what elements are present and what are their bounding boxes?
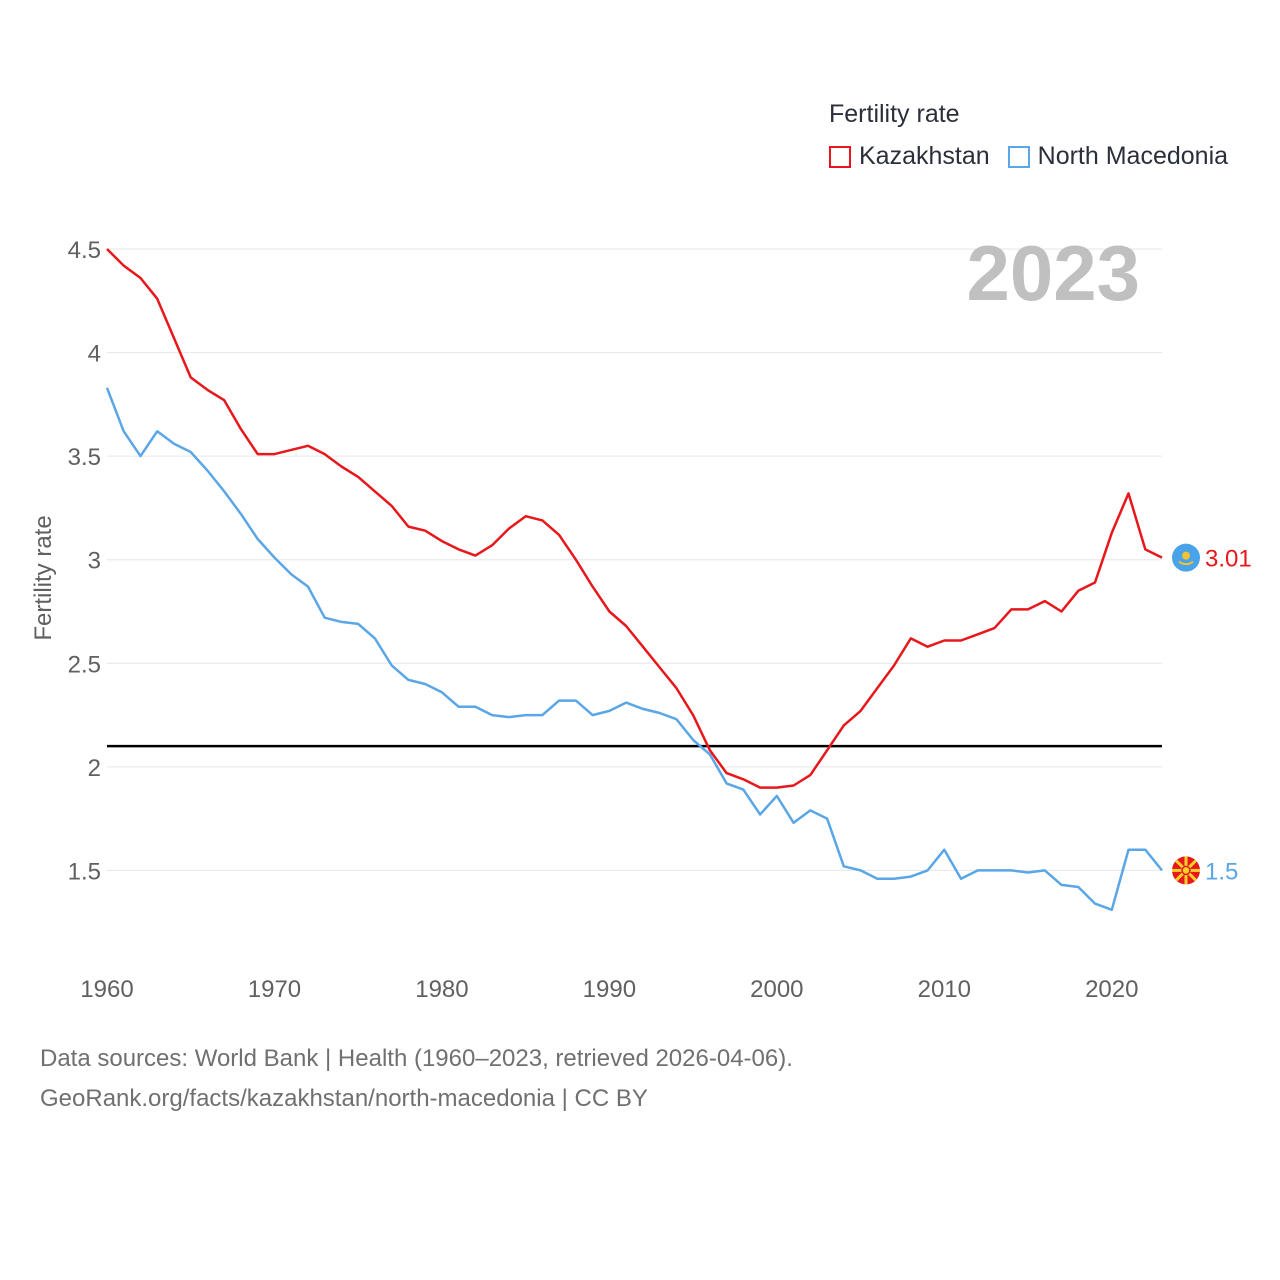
- y-tick-label: 3.5: [68, 444, 101, 471]
- y-tick-label: 4: [88, 341, 101, 368]
- legend-item-north-macedonia[interactable]: North Macedonia: [1007, 142, 1229, 171]
- legend-title: Fertility rate: [829, 100, 960, 128]
- current-year-label: 2023: [966, 229, 1140, 317]
- series-line-north-macedonia[interactable]: [105, 387, 1163, 912]
- legend-label-north-macedonia: North Macedonia: [1037, 142, 1229, 170]
- x-tick-label: 2010: [918, 976, 971, 1003]
- flag-eagle-icon: [1178, 560, 1194, 566]
- x-tick-label: 1990: [583, 976, 636, 1003]
- legend-label-kazakhstan: Kazakhstan: [859, 142, 990, 170]
- source-line-2[interactable]: GeoRank.org/facts/kazakhstan/north-maced…: [40, 1085, 648, 1112]
- x-tick-label: 1970: [248, 976, 301, 1003]
- legend: Kazakhstan North Macedonia: [829, 142, 1246, 171]
- y-axis-label: Fertility rate: [30, 515, 57, 640]
- legend-item-kazakhstan[interactable]: Kazakhstan: [829, 142, 990, 171]
- legend-swatch-north-macedonia: [1007, 145, 1030, 168]
- flag-sun-icon: [1181, 865, 1191, 876]
- flag-sun-icon: [1182, 551, 1190, 560]
- end-value-label-kazakhstan: 3.01: [1205, 546, 1252, 573]
- y-tick-label: 2: [88, 755, 101, 782]
- series-line-kazakhstan[interactable]: [106, 248, 1163, 789]
- x-tick-label: 1960: [80, 976, 133, 1003]
- legend-swatch-kazakhstan: [829, 145, 851, 168]
- y-tick-label: 2.5: [68, 651, 101, 678]
- end-value-label-north-macedonia: 1.5: [1205, 858, 1238, 885]
- y-tick-label: 3: [88, 548, 101, 575]
- source-line-1: Data sources: World Bank | Health (1960–…: [40, 1045, 793, 1072]
- x-tick-label: 2000: [750, 976, 803, 1003]
- x-tick-label: 2020: [1085, 976, 1138, 1003]
- y-tick-label: 1.5: [68, 858, 101, 885]
- y-tick-label: 4.5: [68, 237, 101, 264]
- x-tick-label: 1980: [415, 976, 468, 1003]
